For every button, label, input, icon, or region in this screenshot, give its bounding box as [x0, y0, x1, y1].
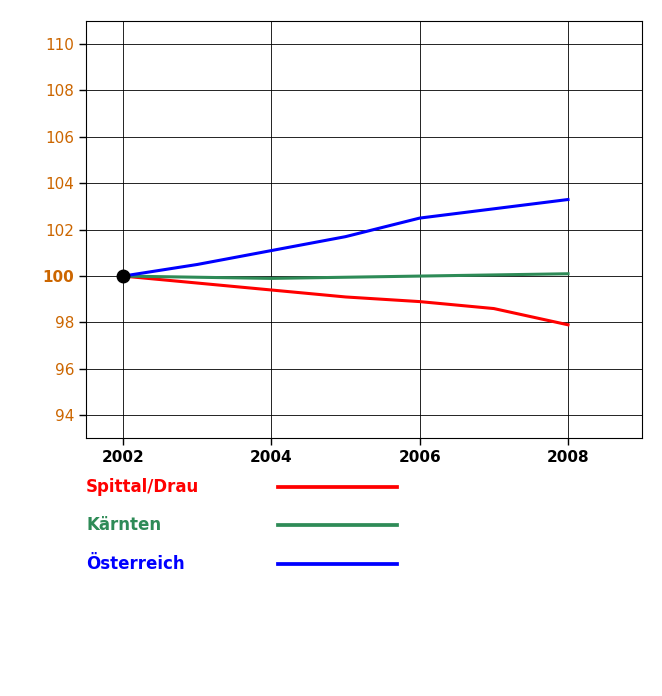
- Text: Österreich: Österreich: [86, 555, 185, 573]
- Text: Kärnten: Kärnten: [86, 516, 161, 535]
- Text: Spittal/Drau: Spittal/Drau: [86, 478, 199, 496]
